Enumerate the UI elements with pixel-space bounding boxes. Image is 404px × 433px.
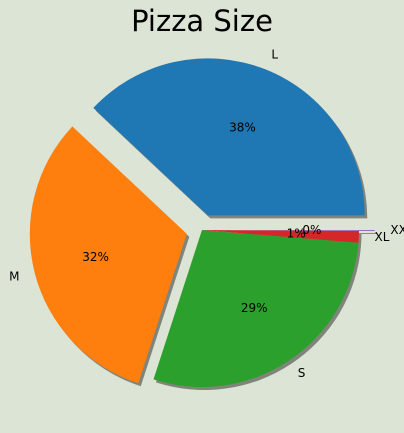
slice-s	[153, 230, 359, 387]
category-label-xxl: XXL	[390, 223, 404, 237]
percent-label-s: 29%	[241, 301, 268, 315]
percent-label-xxl: 0%	[302, 223, 321, 237]
category-label-s: S	[298, 366, 306, 380]
percent-label-l: 38%	[229, 120, 256, 134]
slice-m	[29, 126, 187, 384]
category-label-xl: XL	[375, 230, 390, 244]
pie-labels: L 38% M 32% S 29% XL 1% XXL 0%	[9, 47, 404, 380]
slice-xxl	[217, 230, 375, 232]
category-label-l: L	[271, 47, 278, 61]
percent-label-m: 32%	[82, 250, 109, 264]
slice-l	[93, 58, 365, 216]
percent-label-xl: 1%	[287, 227, 306, 241]
chart-title: Pizza Size	[131, 4, 273, 38]
pie-slices	[29, 58, 375, 387]
category-label-m: M	[9, 269, 19, 283]
slice-xl	[202, 230, 359, 243]
